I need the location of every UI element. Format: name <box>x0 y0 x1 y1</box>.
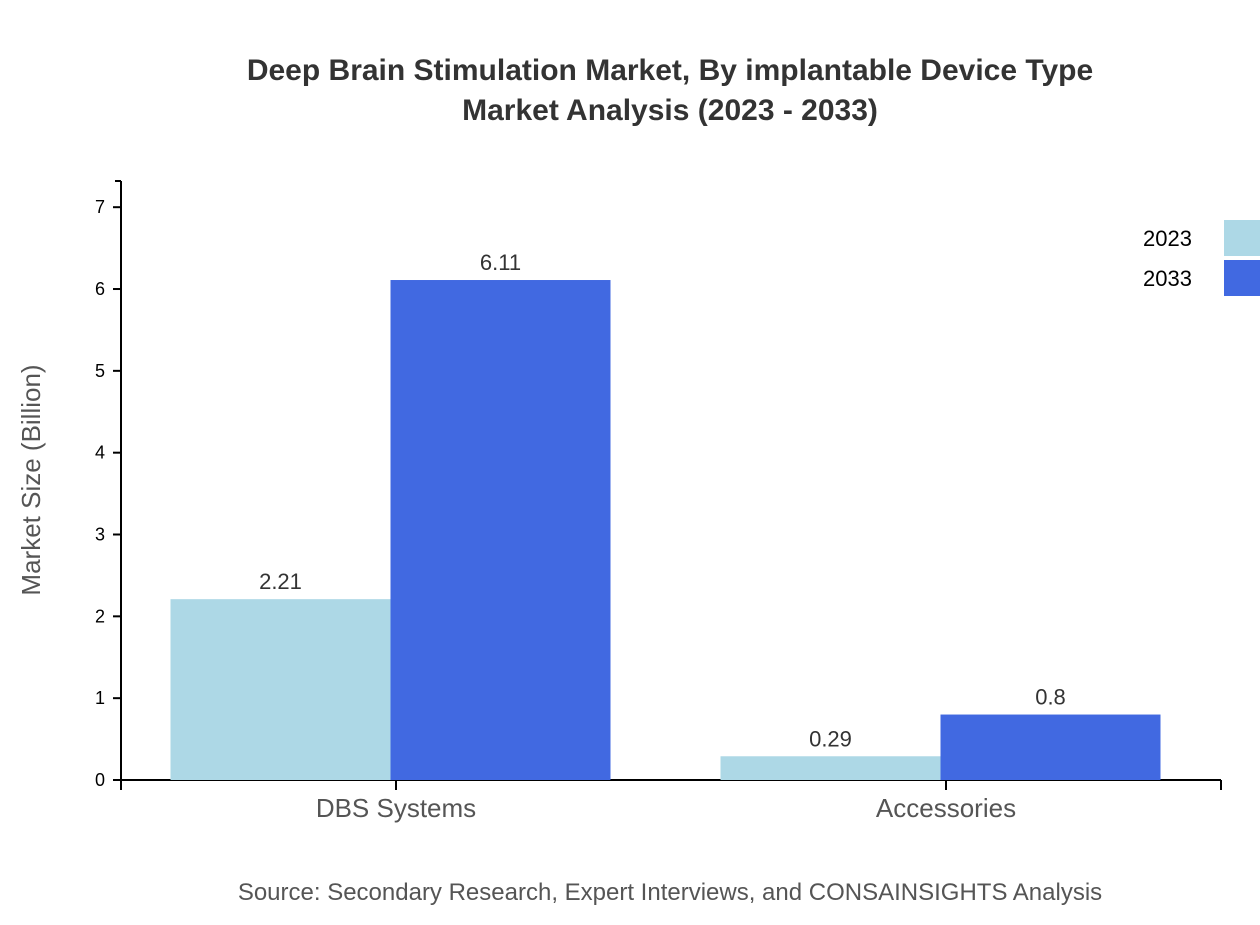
y-tick-label: 2 <box>95 606 105 626</box>
y-tick-label: 4 <box>95 443 105 463</box>
source-note: Source: Secondary Research, Expert Inter… <box>238 879 1102 906</box>
x-tick-label: Accessories <box>876 793 1016 823</box>
bar-2023-dbs-systems <box>170 599 391 780</box>
data-label: 0.8 <box>1035 685 1066 710</box>
legend-label: 2033 <box>1143 266 1192 291</box>
y-tick-label: 3 <box>95 525 105 545</box>
bar-2033-accessories <box>940 714 1161 780</box>
bar-2023-accessories <box>720 756 941 780</box>
data-label: 0.29 <box>809 726 852 751</box>
x-tick-label: DBS Systems <box>316 793 476 823</box>
legend-swatch-2033 <box>1224 260 1260 296</box>
chart-subtitle: Market Analysis (2023 - 2033) <box>462 94 878 127</box>
bar-2033-dbs-systems <box>390 280 611 780</box>
legend-label: 2023 <box>1143 226 1192 251</box>
y-tick-label: 1 <box>95 688 105 708</box>
legend-swatch-2023 <box>1224 220 1260 256</box>
y-tick-label: 5 <box>95 361 105 381</box>
y-tick-label: 7 <box>95 197 105 217</box>
chart-title: Deep Brain Stimulation Market, By implan… <box>247 54 1093 87</box>
y-tick-label: 0 <box>95 770 105 790</box>
data-label: 2.21 <box>259 569 302 594</box>
y-tick-label: 6 <box>95 279 105 299</box>
data-label: 6.11 <box>480 250 521 275</box>
y-axis-label: Market Size (Billion) <box>16 364 46 595</box>
